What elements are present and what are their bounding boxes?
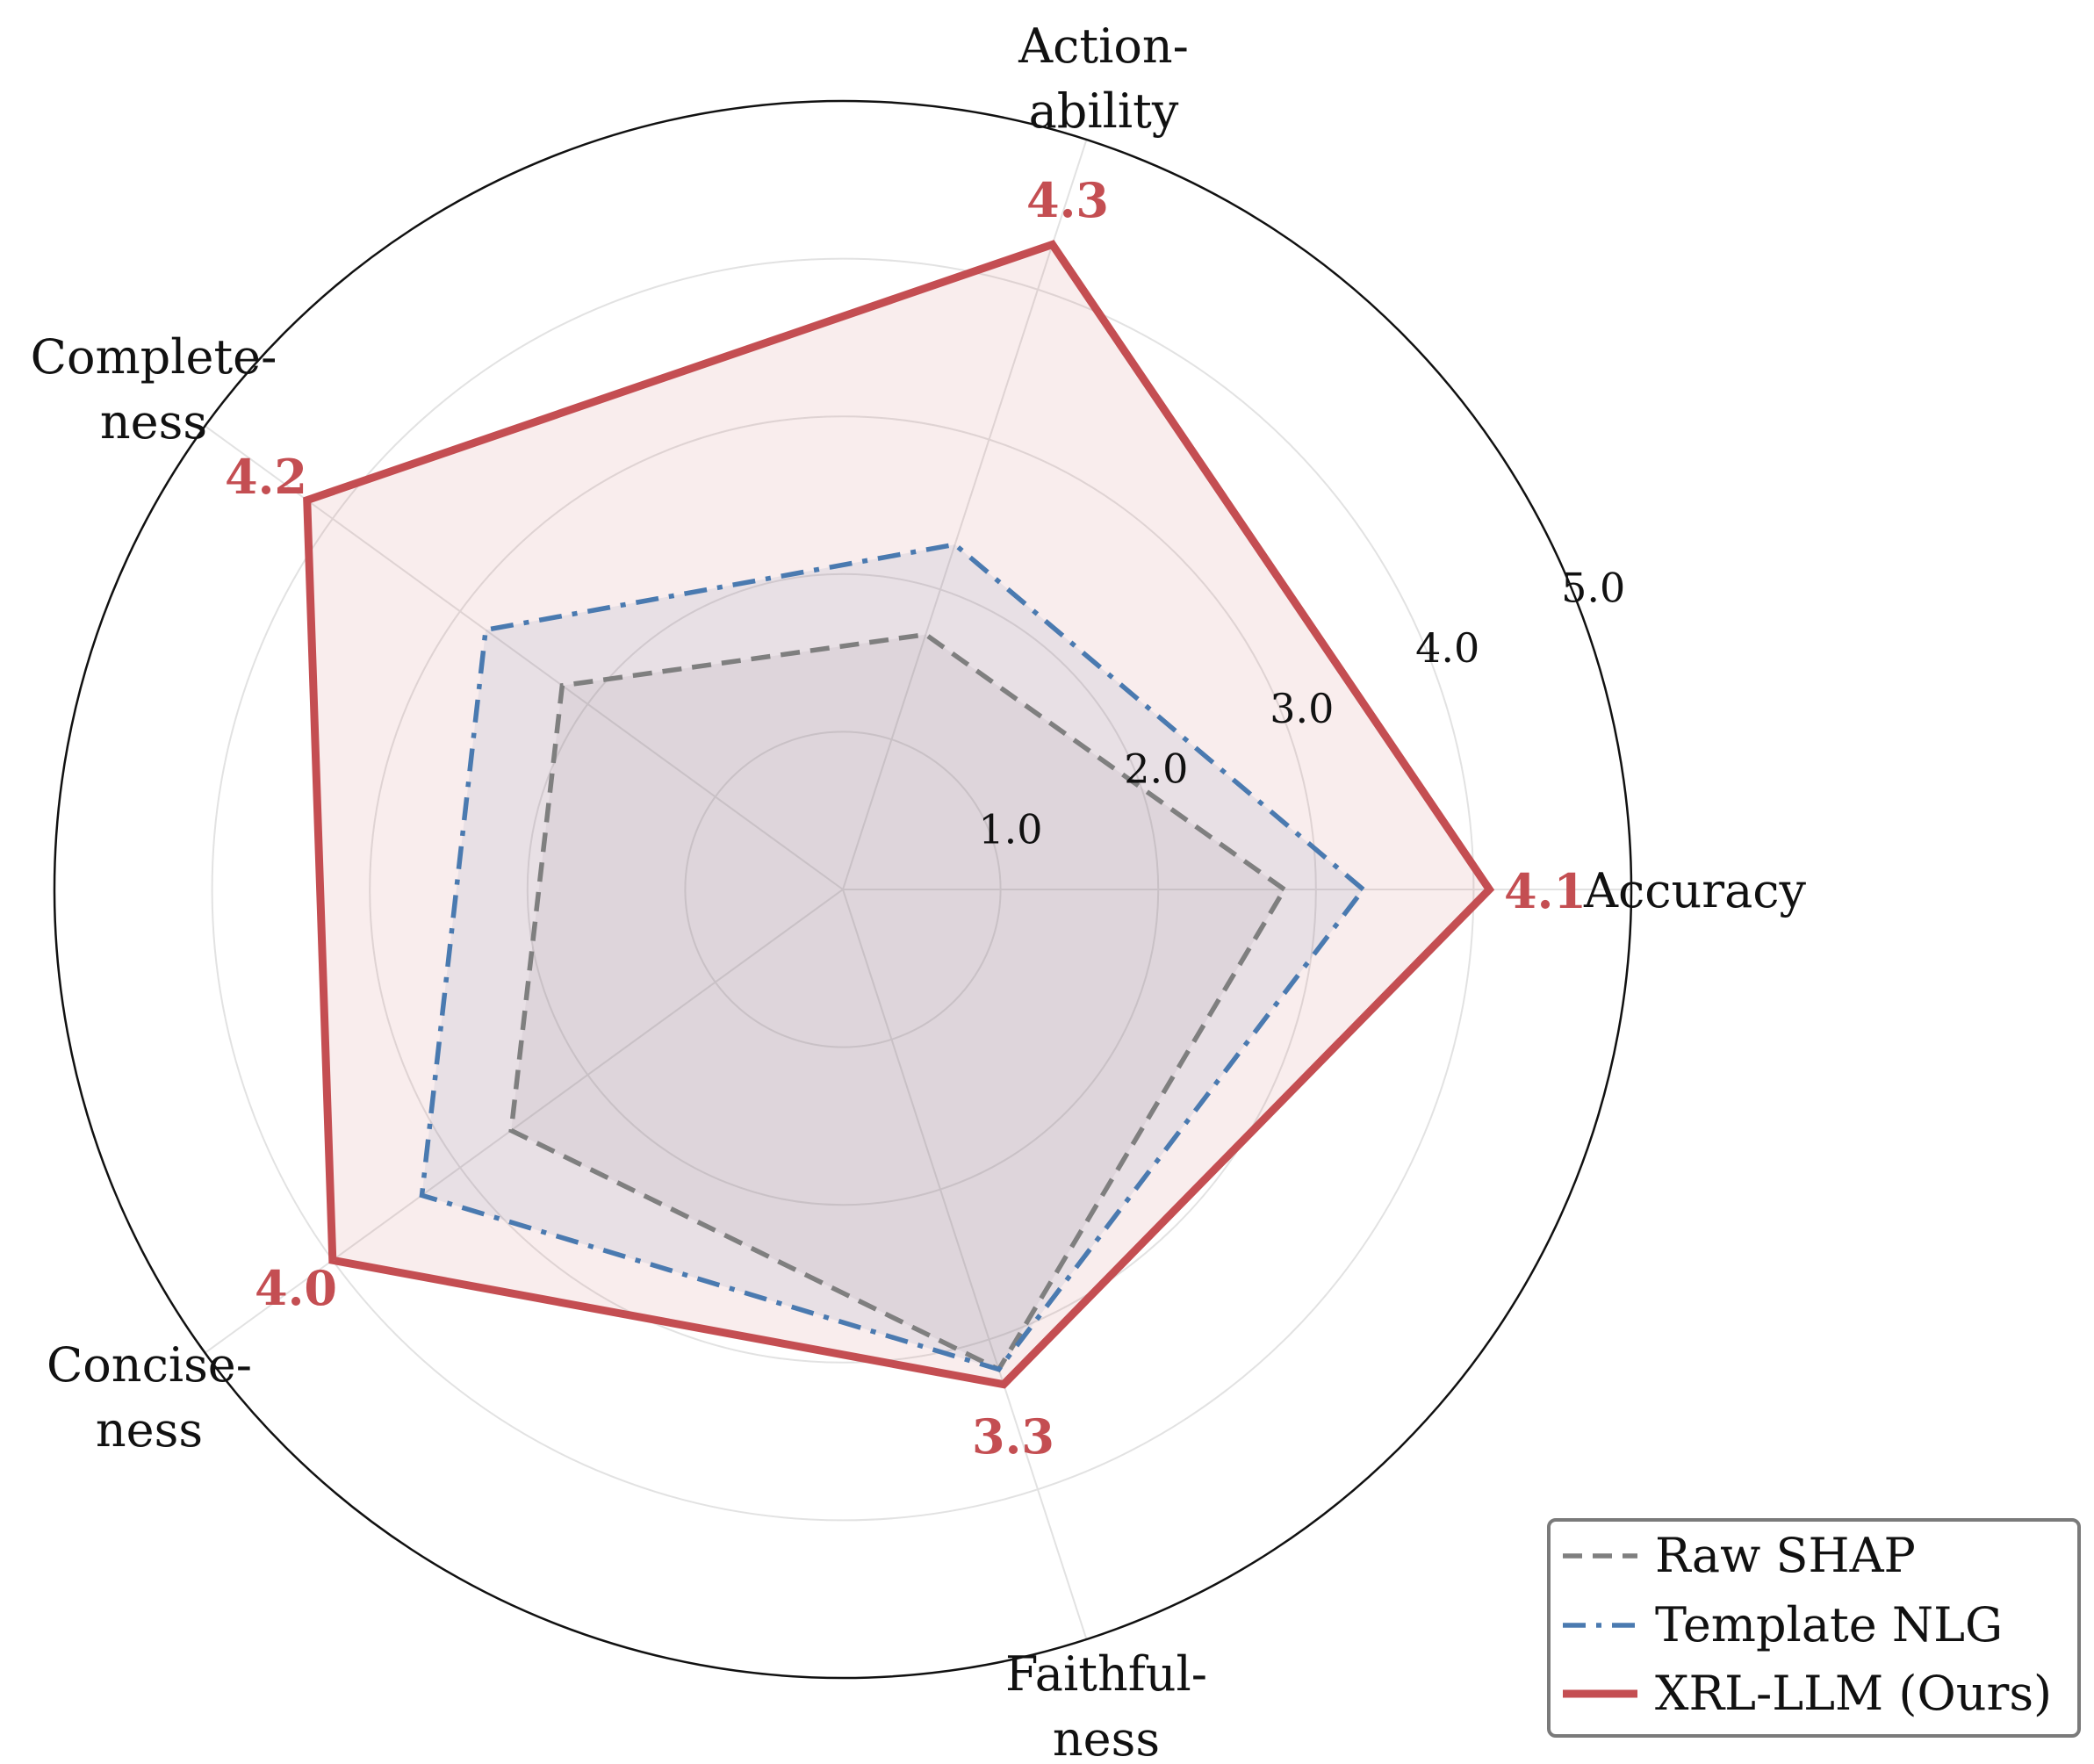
- rtick-label-1: 1.0: [978, 805, 1042, 853]
- axis-label-4-line-1: Concise-: [47, 1337, 252, 1393]
- series-line-1: [508, 631, 1288, 1373]
- series-fill-1: [511, 634, 1284, 1370]
- legend-label-template-nlg: Template NLG: [1655, 1597, 2003, 1652]
- value-labels: 4.1 4.3 4.2 4.0 3.3: [225, 172, 1587, 1465]
- axis-label-2-line-1: Action-: [1018, 18, 1189, 74]
- value-label-4: 4.0: [255, 1260, 337, 1316]
- legend-frame: [1547, 1518, 2081, 1738]
- rtick-label-5: 5.0: [1561, 564, 1625, 611]
- grid-spoke-5: [842, 889, 1088, 1640]
- value-label-3: 4.2: [225, 449, 307, 505]
- legend-label-xrl-llm: XRL-LLM (Ours): [1655, 1666, 2052, 1721]
- value-label-5: 3.3: [972, 1408, 1054, 1465]
- axis-label-5-line-1: Faithful-: [1005, 1646, 1207, 1702]
- axis-label-2: Action-ability: [1018, 18, 1189, 139]
- grid-spoke-4: [204, 889, 844, 1354]
- series-fill-3: [306, 244, 1490, 1385]
- axis-label-1: Accuracy: [1583, 863, 1807, 918]
- axis-labels: AccuracyAction-abilityComplete-nessConci…: [31, 18, 1807, 1764]
- value-label-1: 4.1: [1504, 863, 1587, 919]
- series-line-3: [303, 240, 1495, 1389]
- series-line-2: [419, 542, 1367, 1372]
- axis-label-3: Complete-ness: [31, 329, 277, 450]
- axis-label-4-line-2: ness: [96, 1402, 203, 1458]
- axis-label-1-line-1: Accuracy: [1583, 863, 1807, 918]
- value-label-2: 4.3: [1026, 172, 1109, 228]
- radial-ticks: 1.0 2.0 3.0 4.0 5.0: [978, 564, 1625, 853]
- axis-label-3-line-1: Complete-: [31, 329, 277, 385]
- legend: Raw SHAP Template NLG XRL-LLM (Ours): [1547, 1518, 2081, 1738]
- grid: [53, 99, 1633, 1680]
- grid-spoke-3: [204, 425, 844, 890]
- series-area: [303, 240, 1495, 1389]
- rtick-label-4: 4.0: [1415, 624, 1479, 672]
- axis-label-4: Concise-ness: [47, 1337, 252, 1458]
- axis-label-3-line-2: ness: [100, 394, 207, 450]
- axis-label-2-line-2: ability: [1029, 83, 1179, 139]
- rtick-label-3: 3.0: [1270, 685, 1334, 732]
- rtick-label-2: 2.0: [1124, 745, 1188, 793]
- outer-frame-circle: [53, 99, 1633, 1680]
- axis-label-5-line-2: ness: [1053, 1711, 1160, 1764]
- series-fill-2: [421, 544, 1364, 1370]
- legend-label-raw-shap: Raw SHAP: [1655, 1528, 1916, 1583]
- grid-spoke-2: [842, 139, 1088, 890]
- axis-label-5: Faithful-ness: [1005, 1646, 1207, 1764]
